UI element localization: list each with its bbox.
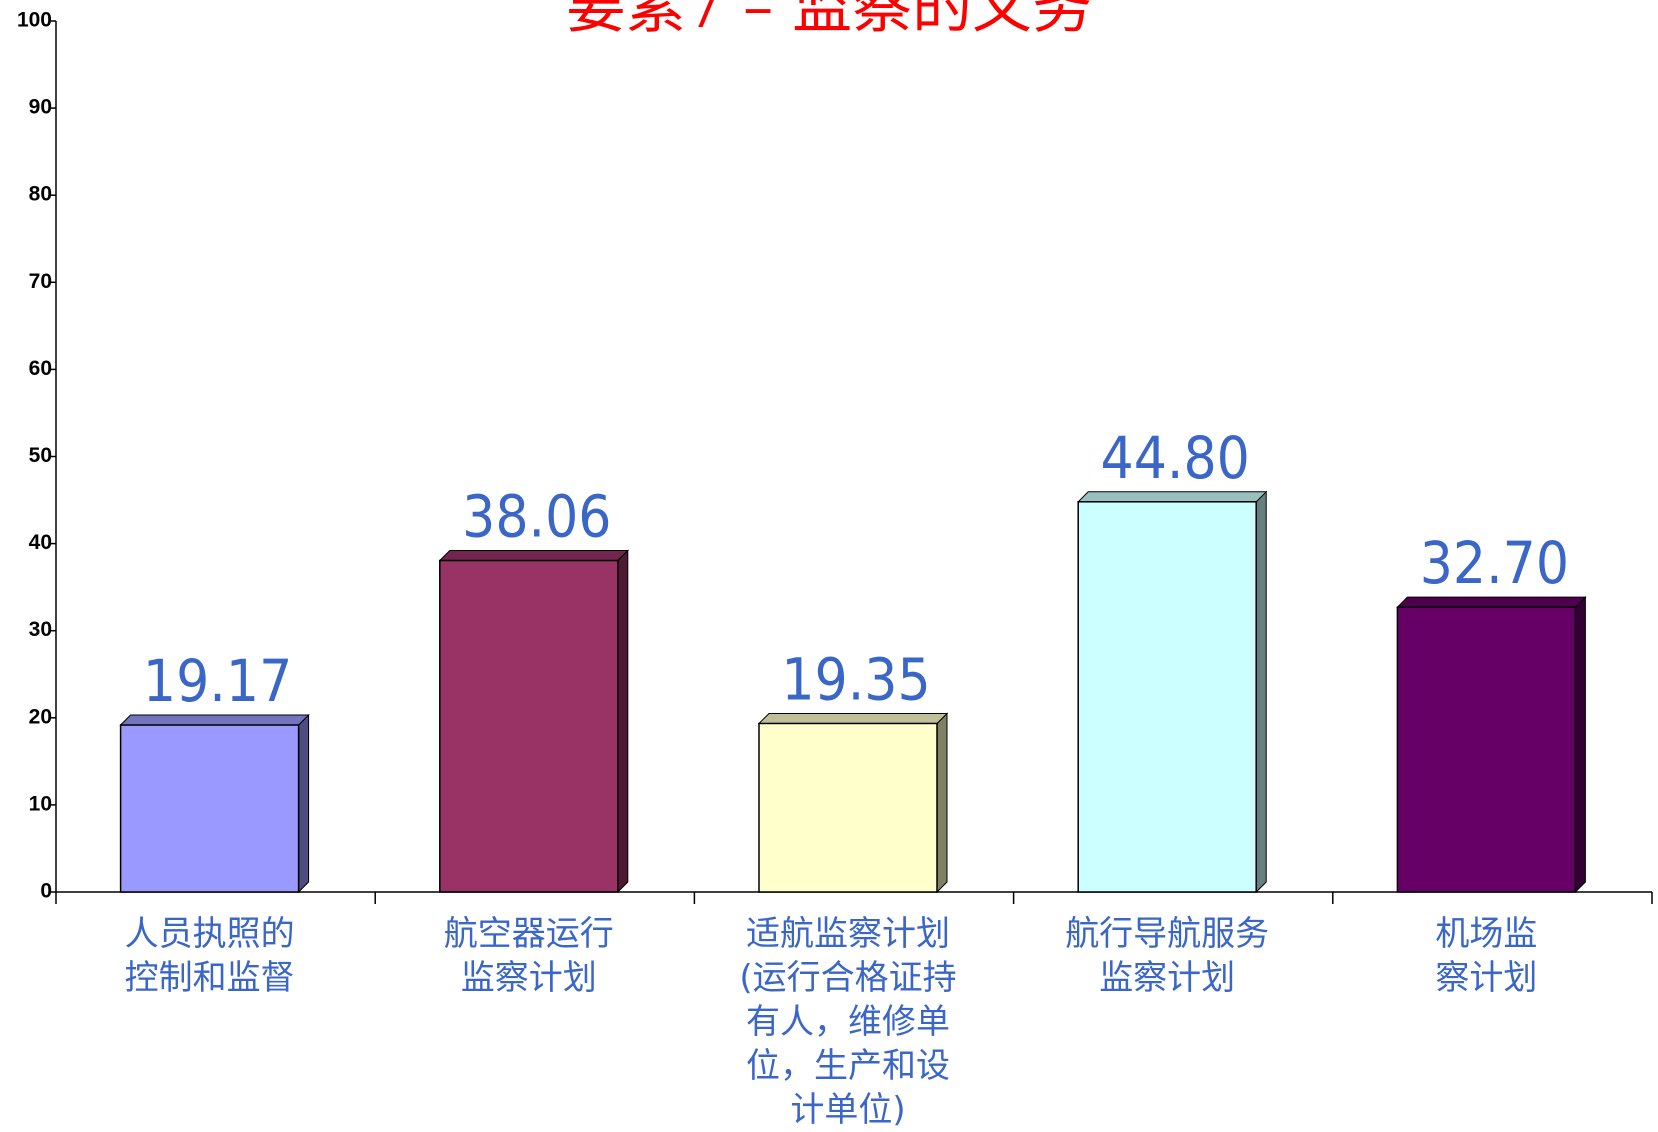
bar-top [438,549,630,561]
y-tick-label: 80 [29,183,52,206]
value-label: 19.35 [781,645,930,713]
x-tick-label: 机场监 察计划 [1435,914,1538,998]
bar [758,722,938,893]
y-tick-label: 50 [29,444,52,467]
value-label: 38.06 [462,482,611,550]
bar [439,559,619,893]
bar-side [1574,595,1586,894]
y-tick-label: 20 [29,705,52,728]
x-tick-label: 适航监察计划 (运行合格证持 有人，维修单 位，生产和设 计单位) [739,914,957,1130]
value-label: 32.70 [1420,529,1569,597]
bar-side [617,549,629,894]
y-tick-label: 60 [29,357,52,380]
y-tick-label: 10 [29,792,52,815]
y-tick-label: 100 [17,9,52,32]
bar [1077,501,1257,893]
value-label: 44.80 [1101,424,1250,492]
value-label: 19.17 [143,647,292,715]
bar-top [1076,491,1268,503]
x-tick-label: 航空器运行 监察计划 [443,914,614,998]
y-tick-label: 90 [29,96,52,119]
x-tick-label: 航行导航服务 监察计划 [1065,914,1270,998]
bar-side [298,713,310,894]
y-tick-label: 40 [29,531,52,554]
bar-side [936,712,948,894]
bar [119,724,300,893]
x-tick-label: 人员执照的 控制和监督 [124,914,295,998]
y-tick-label: 30 [29,618,52,641]
bar-top [119,714,310,726]
y-tick-label: 0 [40,880,52,903]
chart-title: 要素7 – 监察的义务 [565,0,1093,42]
bar-side [1255,490,1267,894]
bar-top [757,712,949,724]
bar-top [1396,596,1587,608]
y-tick-label: 70 [29,270,52,293]
bar [1396,606,1577,893]
